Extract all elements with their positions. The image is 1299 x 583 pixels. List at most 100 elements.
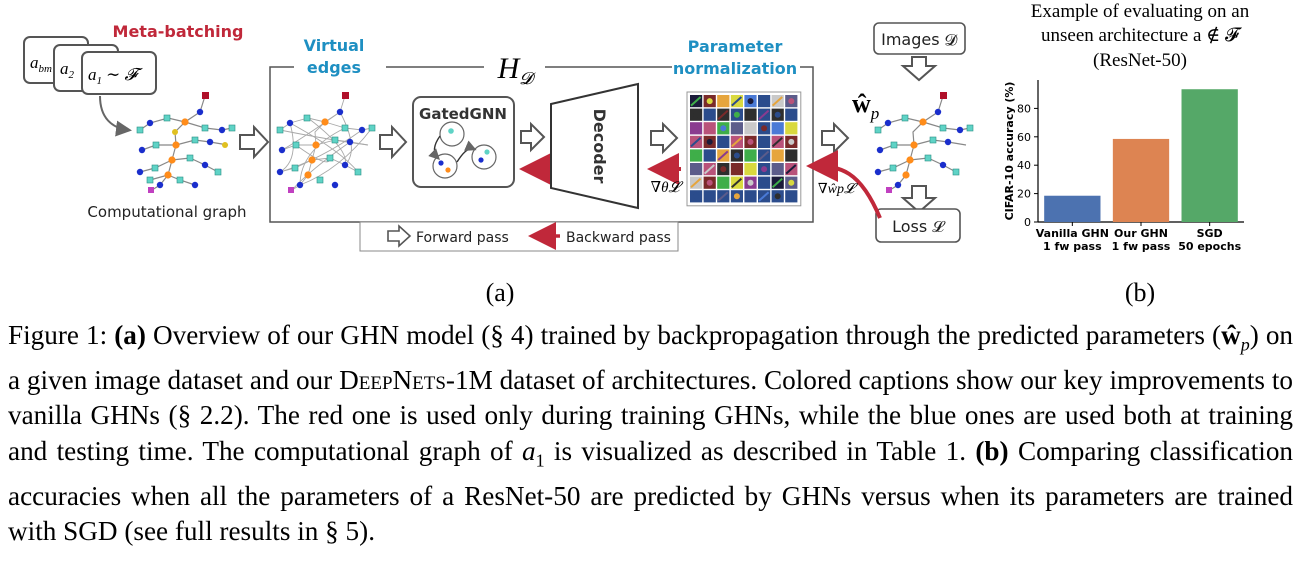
panel-b-label: (b)	[1125, 278, 1155, 307]
caption-a-label: (a)	[114, 320, 146, 350]
svg-text:H𝓓: H𝓓	[497, 52, 537, 88]
grad-theta-label: ∇θ𝓛	[651, 180, 684, 196]
filter-dot	[733, 152, 740, 159]
filter-tile	[744, 149, 757, 162]
svg-text:a2: a2	[60, 59, 75, 81]
filter-dot	[693, 152, 700, 159]
parameter-normalization-label: Parameter	[688, 37, 783, 56]
svg-text:abm: abm	[30, 53, 52, 75]
gatedgnn-block: GatedGNN	[412, 96, 515, 188]
forward-arrow-1	[239, 124, 270, 160]
filter-stroke	[731, 96, 743, 107]
filter-stroke	[690, 137, 702, 148]
svg-text:edges: edges	[307, 58, 361, 77]
filter-tile	[690, 122, 703, 135]
filter-stroke	[744, 123, 756, 134]
filter-stroke	[717, 191, 729, 202]
filter-tile	[785, 108, 798, 121]
filter-dot	[693, 193, 700, 200]
svg-text:Loss 𝓛: Loss 𝓛	[892, 217, 946, 236]
filter-grid	[686, 91, 802, 207]
loss-box: Loss 𝓛	[875, 208, 961, 243]
virtual-edges-graph	[276, 92, 376, 193]
chart-title-3: (ResNet-50)	[1093, 50, 1187, 71]
caption-b-label: (b)	[975, 435, 1009, 466]
decoder-block: Decoder	[550, 82, 639, 210]
filter-tile	[703, 149, 716, 162]
filter-tile	[717, 176, 730, 189]
computational-graph	[136, 92, 236, 193]
chart-title-2: unseen architecture a ∉ 𝓕	[1041, 25, 1243, 46]
filter-tile	[771, 163, 784, 176]
filter-tile	[758, 95, 771, 108]
filter-stroke	[703, 123, 715, 134]
filter-stroke	[717, 109, 729, 120]
filter-dot	[706, 98, 713, 105]
legend: Forward pass Backward pass	[359, 221, 679, 252]
images-box: Images 𝓓	[873, 22, 966, 55]
filter-tile	[730, 122, 743, 135]
filter-dot	[774, 152, 781, 159]
filter-dot	[706, 138, 713, 145]
forward-arrow-4	[650, 121, 679, 155]
filter-dot	[788, 98, 795, 105]
w-hat-label: ŵp	[852, 89, 879, 123]
filter-tile	[785, 149, 798, 162]
figure: Meta-batching abm a2 a1 ∼ 𝓕 Computationa	[23, 1, 1250, 307]
filter-tile	[744, 190, 757, 203]
filter-dot	[747, 138, 754, 145]
architecture-stack: abm a2 a1 ∼ 𝓕	[23, 36, 157, 95]
filter-stroke	[758, 109, 770, 120]
filter-dot	[788, 138, 795, 145]
y-tick-label: 80	[1017, 102, 1031, 115]
filter-dot	[720, 125, 727, 132]
filter-tile	[717, 135, 730, 148]
bar	[1044, 195, 1101, 222]
filter-stroke	[758, 191, 770, 202]
svg-text:normalization: normalization	[673, 59, 797, 78]
filter-stroke	[771, 137, 783, 148]
svg-text:Images 𝓓: Images 𝓓	[881, 30, 958, 49]
loss-up-arrow	[900, 185, 938, 214]
filter-tile	[717, 95, 730, 108]
filter-stroke	[731, 177, 743, 188]
x-tick-label: 1 fw pass	[1112, 240, 1171, 253]
svg-text:Forward pass: Forward pass	[416, 230, 509, 246]
filter-stroke	[731, 137, 743, 148]
caption-figure-label: Figure 1:	[8, 320, 108, 350]
filter-stroke	[690, 96, 702, 107]
filter-dot	[733, 111, 740, 118]
backward-arrow-3	[806, 150, 882, 219]
filter-tile	[785, 190, 798, 203]
grad-w-label: ∇ŵp𝓛	[818, 182, 858, 197]
filter-dot	[761, 166, 768, 173]
filter-dot	[720, 166, 727, 173]
filter-tile	[744, 108, 757, 121]
decoder-label: Decoder	[590, 109, 609, 184]
filter-stroke	[690, 177, 702, 188]
filter-stroke	[771, 96, 783, 107]
filter-dot	[733, 193, 740, 200]
panel-a-label: (a)	[486, 278, 515, 307]
chart-title-1: Example of evaluating on an	[1031, 1, 1250, 22]
legend-forward-icon	[387, 224, 412, 248]
bar	[1181, 89, 1238, 222]
filter-tile	[690, 163, 703, 176]
y-tick-label: 20	[1017, 188, 1031, 201]
images-down-arrow	[900, 56, 938, 82]
x-tick-label: Vanilla GHN	[1036, 227, 1109, 240]
meta-batching-label: Meta-batching	[113, 22, 244, 41]
filter-stroke	[744, 164, 756, 175]
forward-arrow-5	[821, 121, 850, 155]
filter-stroke	[771, 177, 783, 188]
filter-dot	[774, 193, 781, 200]
filter-dot	[706, 179, 713, 186]
filter-tile	[703, 108, 716, 121]
x-tick-label: Our GHN	[1114, 227, 1168, 240]
filter-tile	[730, 163, 743, 176]
filter-dot	[761, 125, 768, 132]
gatedgnn-label: GatedGNN	[419, 105, 507, 123]
filter-stroke	[758, 150, 770, 161]
x-tick-label: 1 fw pass	[1043, 240, 1102, 253]
